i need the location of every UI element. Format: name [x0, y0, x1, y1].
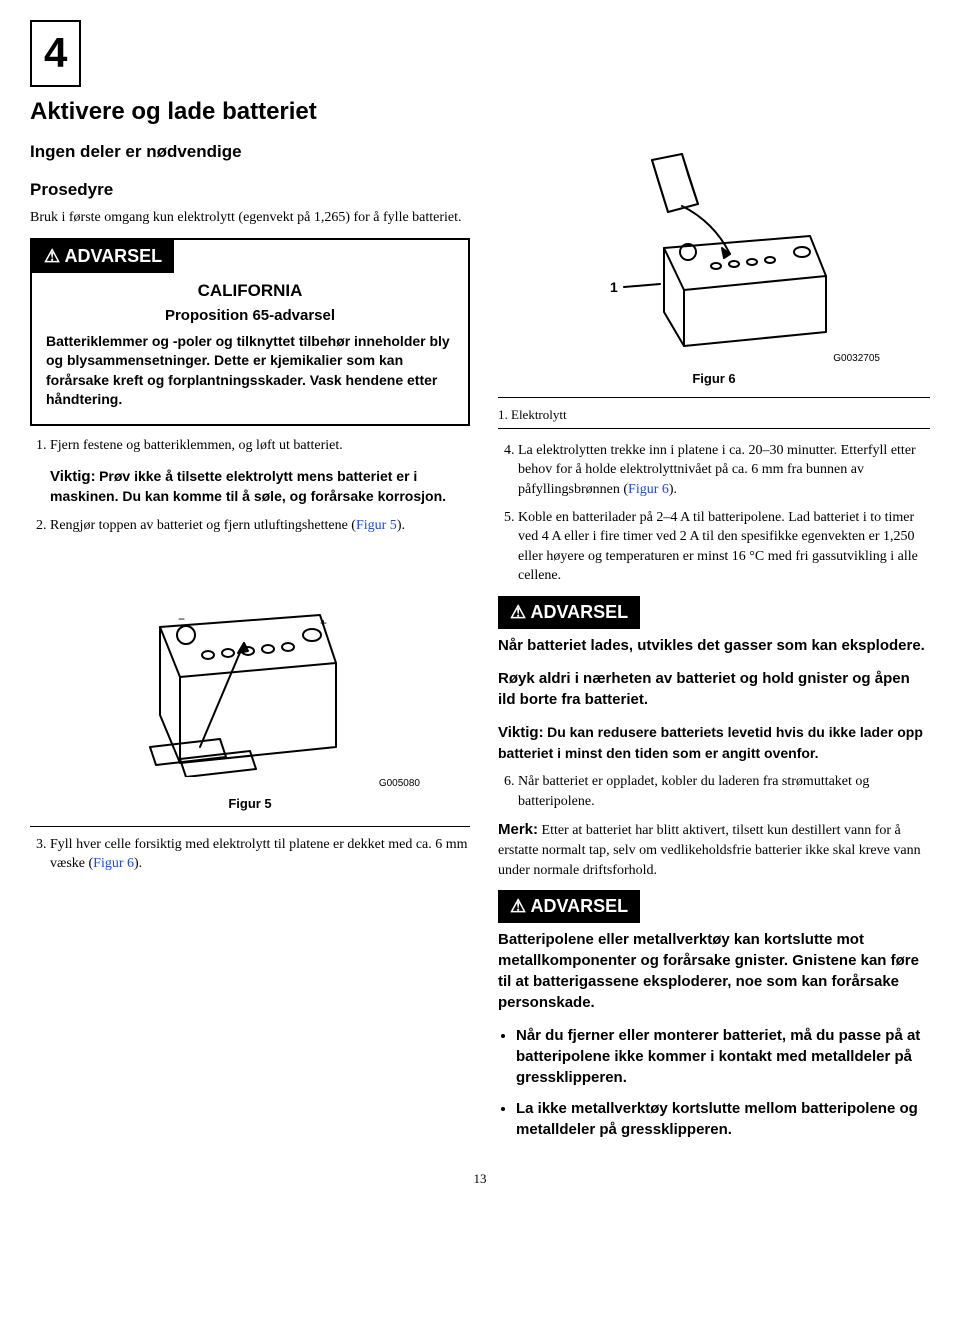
steps-list-right-2: Når batteriet er oppladet, kobler du lad… — [498, 772, 930, 811]
page-title: Aktivere og lade batteriet — [30, 95, 930, 129]
section-number: 4 — [30, 20, 81, 87]
california-body: Batteriklemmer og -poler og tilknyttet t… — [46, 332, 454, 410]
figure-5-caption: Figur 5 — [30, 795, 470, 813]
warning-3: ADVARSEL Batteripolene eller metallverkt… — [498, 890, 930, 1140]
step-1: Fjern festene og batteriklemmen, og løft… — [50, 436, 470, 508]
figure-6-ref-b: Figur 6 — [628, 482, 669, 497]
warning-2-p1: Når batteriet lades, utvikles det gasser… — [498, 635, 930, 656]
note-body: Etter at batteriet har blitt aktivert, t… — [498, 823, 921, 877]
figure-6-caption: Figur 6 — [498, 370, 930, 388]
warning-label-1: ADVARSEL — [32, 240, 174, 273]
left-column: Ingen deler er nødvendige Prosedyre Bruk… — [30, 140, 470, 1150]
figure-6-marker: 1 — [610, 279, 618, 295]
page-number: 13 — [30, 1170, 930, 1188]
right-column: 1 G0032705 Figur 6 1. Elektrolytt La ele… — [498, 140, 930, 1150]
svg-text:−: − — [178, 612, 185, 626]
note-label: Merk: — [498, 821, 538, 838]
steps-list-left: Fjern festene og batteriklemmen, og løft… — [30, 436, 470, 535]
california-title: CALIFORNIA — [46, 279, 454, 303]
figure-5-illustration: − + — [120, 547, 380, 777]
california-warning: ADVARSEL CALIFORNIA Proposition 65-advar… — [30, 238, 470, 426]
warning-3-li1: Når du fjerner eller monterer batteriet,… — [516, 1025, 930, 1088]
step-2: Rengjør toppen av batteriet og fjern utl… — [50, 516, 470, 536]
step-6: Når batteriet er oppladet, kobler du lad… — [518, 772, 930, 811]
warning-3-li2: La ikke metallverktøy kortslutte mellom … — [516, 1098, 930, 1140]
important-body-2: Du kan redusere batteriets levetid hvis … — [498, 724, 923, 761]
figure-5-ref: Figur 5 — [356, 518, 397, 533]
figure-6: 1 G0032705 Figur 6 1. Elektrolytt — [498, 152, 930, 428]
warning-2-p2: Røyk aldri i nærheten av batteriet og ho… — [498, 668, 930, 710]
figure-6-illustration: 1 — [564, 152, 864, 352]
steps-list-right: La elektrolytten trekke inn i platene i … — [498, 441, 930, 586]
no-parts-heading: Ingen deler er nødvendige — [30, 140, 470, 164]
warning-label-2: ADVARSEL — [498, 596, 640, 629]
steps-list-left-2: Fyll hver celle forsiktig med elektrolyt… — [30, 835, 470, 874]
figure-6-ref-a: Figur 6 — [93, 856, 134, 871]
figure-5: − + G005080 Figur 5 — [30, 547, 470, 813]
important-label-2: Viktig: — [498, 724, 544, 741]
step-5: Koble en batterilader på 2–4 A til batte… — [518, 508, 930, 586]
step-3: Fyll hver celle forsiktig med elektrolyt… — [50, 835, 470, 874]
warning-3-p1: Batteripolene eller metallverktøy kan ko… — [498, 929, 930, 1013]
figure-6-legend: 1. Elektrolytt — [498, 406, 930, 424]
warning-label-3: ADVARSEL — [498, 890, 640, 923]
intro-text: Bruk i første omgang kun elektrolytt (eg… — [30, 208, 470, 228]
figure-6-id: G0032705 — [498, 352, 930, 366]
procedure-heading: Prosedyre — [30, 178, 470, 202]
warning-2: ADVARSEL Når batteriet lades, utvikles d… — [498, 596, 930, 710]
california-subtitle: Proposition 65-advarsel — [46, 305, 454, 326]
svg-text:+: + — [320, 616, 327, 630]
important-label-1: Viktig: — [50, 468, 96, 485]
figure-5-id: G005080 — [30, 777, 470, 791]
important-body-1: Prøv ikke å tilsette elektrolytt mens ba… — [50, 468, 446, 505]
step-4: La elektrolytten trekke inn i platene i … — [518, 441, 930, 500]
